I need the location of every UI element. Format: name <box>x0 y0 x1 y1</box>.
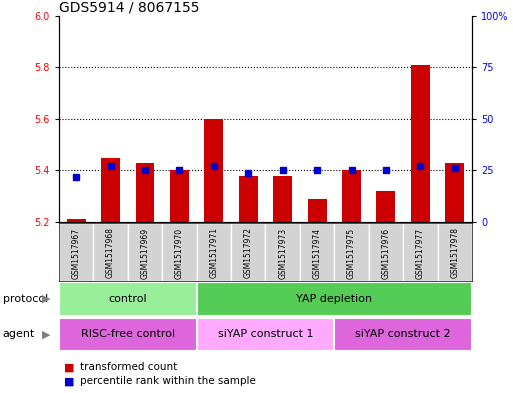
Text: GSM1517972: GSM1517972 <box>244 228 253 279</box>
Text: GSM1517971: GSM1517971 <box>209 228 219 279</box>
Text: GSM1517969: GSM1517969 <box>141 228 149 279</box>
FancyBboxPatch shape <box>196 283 472 316</box>
Text: GSM1517977: GSM1517977 <box>416 228 425 279</box>
Bar <box>135 163 154 222</box>
Bar <box>239 176 258 222</box>
Bar <box>67 219 86 222</box>
FancyBboxPatch shape <box>300 223 334 281</box>
Text: GSM1517976: GSM1517976 <box>382 228 390 279</box>
Bar <box>170 171 189 222</box>
Text: YAP depletion: YAP depletion <box>296 294 372 304</box>
Text: ▶: ▶ <box>42 294 50 304</box>
Bar <box>445 163 464 222</box>
Bar <box>411 65 430 222</box>
Text: GDS5914 / 8067155: GDS5914 / 8067155 <box>59 0 200 15</box>
Text: GSM1517974: GSM1517974 <box>312 228 322 279</box>
Bar <box>273 176 292 222</box>
Text: GSM1517975: GSM1517975 <box>347 228 356 279</box>
Text: GSM1517978: GSM1517978 <box>450 228 459 279</box>
FancyBboxPatch shape <box>403 223 438 281</box>
FancyBboxPatch shape <box>59 223 93 281</box>
Bar <box>377 191 396 222</box>
FancyBboxPatch shape <box>196 318 334 351</box>
Bar <box>342 171 361 222</box>
Text: GSM1517970: GSM1517970 <box>175 228 184 279</box>
Text: GSM1517967: GSM1517967 <box>72 228 81 279</box>
Text: siYAP construct 2: siYAP construct 2 <box>356 329 451 340</box>
Bar <box>308 199 327 222</box>
FancyBboxPatch shape <box>162 223 196 281</box>
Text: RISC-free control: RISC-free control <box>81 329 175 340</box>
FancyBboxPatch shape <box>438 223 472 281</box>
Text: siYAP construct 1: siYAP construct 1 <box>218 329 313 340</box>
FancyBboxPatch shape <box>93 223 128 281</box>
Text: ▶: ▶ <box>42 329 50 340</box>
FancyBboxPatch shape <box>231 223 265 281</box>
Text: percentile rank within the sample: percentile rank within the sample <box>80 376 255 386</box>
Text: ■: ■ <box>64 362 74 373</box>
FancyBboxPatch shape <box>59 283 196 316</box>
Text: agent: agent <box>3 329 35 340</box>
Text: transformed count: transformed count <box>80 362 177 373</box>
FancyBboxPatch shape <box>369 223 403 281</box>
FancyBboxPatch shape <box>265 223 300 281</box>
Text: GSM1517968: GSM1517968 <box>106 228 115 279</box>
Text: protocol: protocol <box>3 294 48 304</box>
Bar <box>204 119 223 222</box>
FancyBboxPatch shape <box>334 223 369 281</box>
Text: ■: ■ <box>64 376 74 386</box>
FancyBboxPatch shape <box>59 318 196 351</box>
Text: GSM1517973: GSM1517973 <box>278 228 287 279</box>
FancyBboxPatch shape <box>196 223 231 281</box>
Text: control: control <box>109 294 147 304</box>
FancyBboxPatch shape <box>334 318 472 351</box>
Bar <box>101 158 120 222</box>
FancyBboxPatch shape <box>128 223 162 281</box>
